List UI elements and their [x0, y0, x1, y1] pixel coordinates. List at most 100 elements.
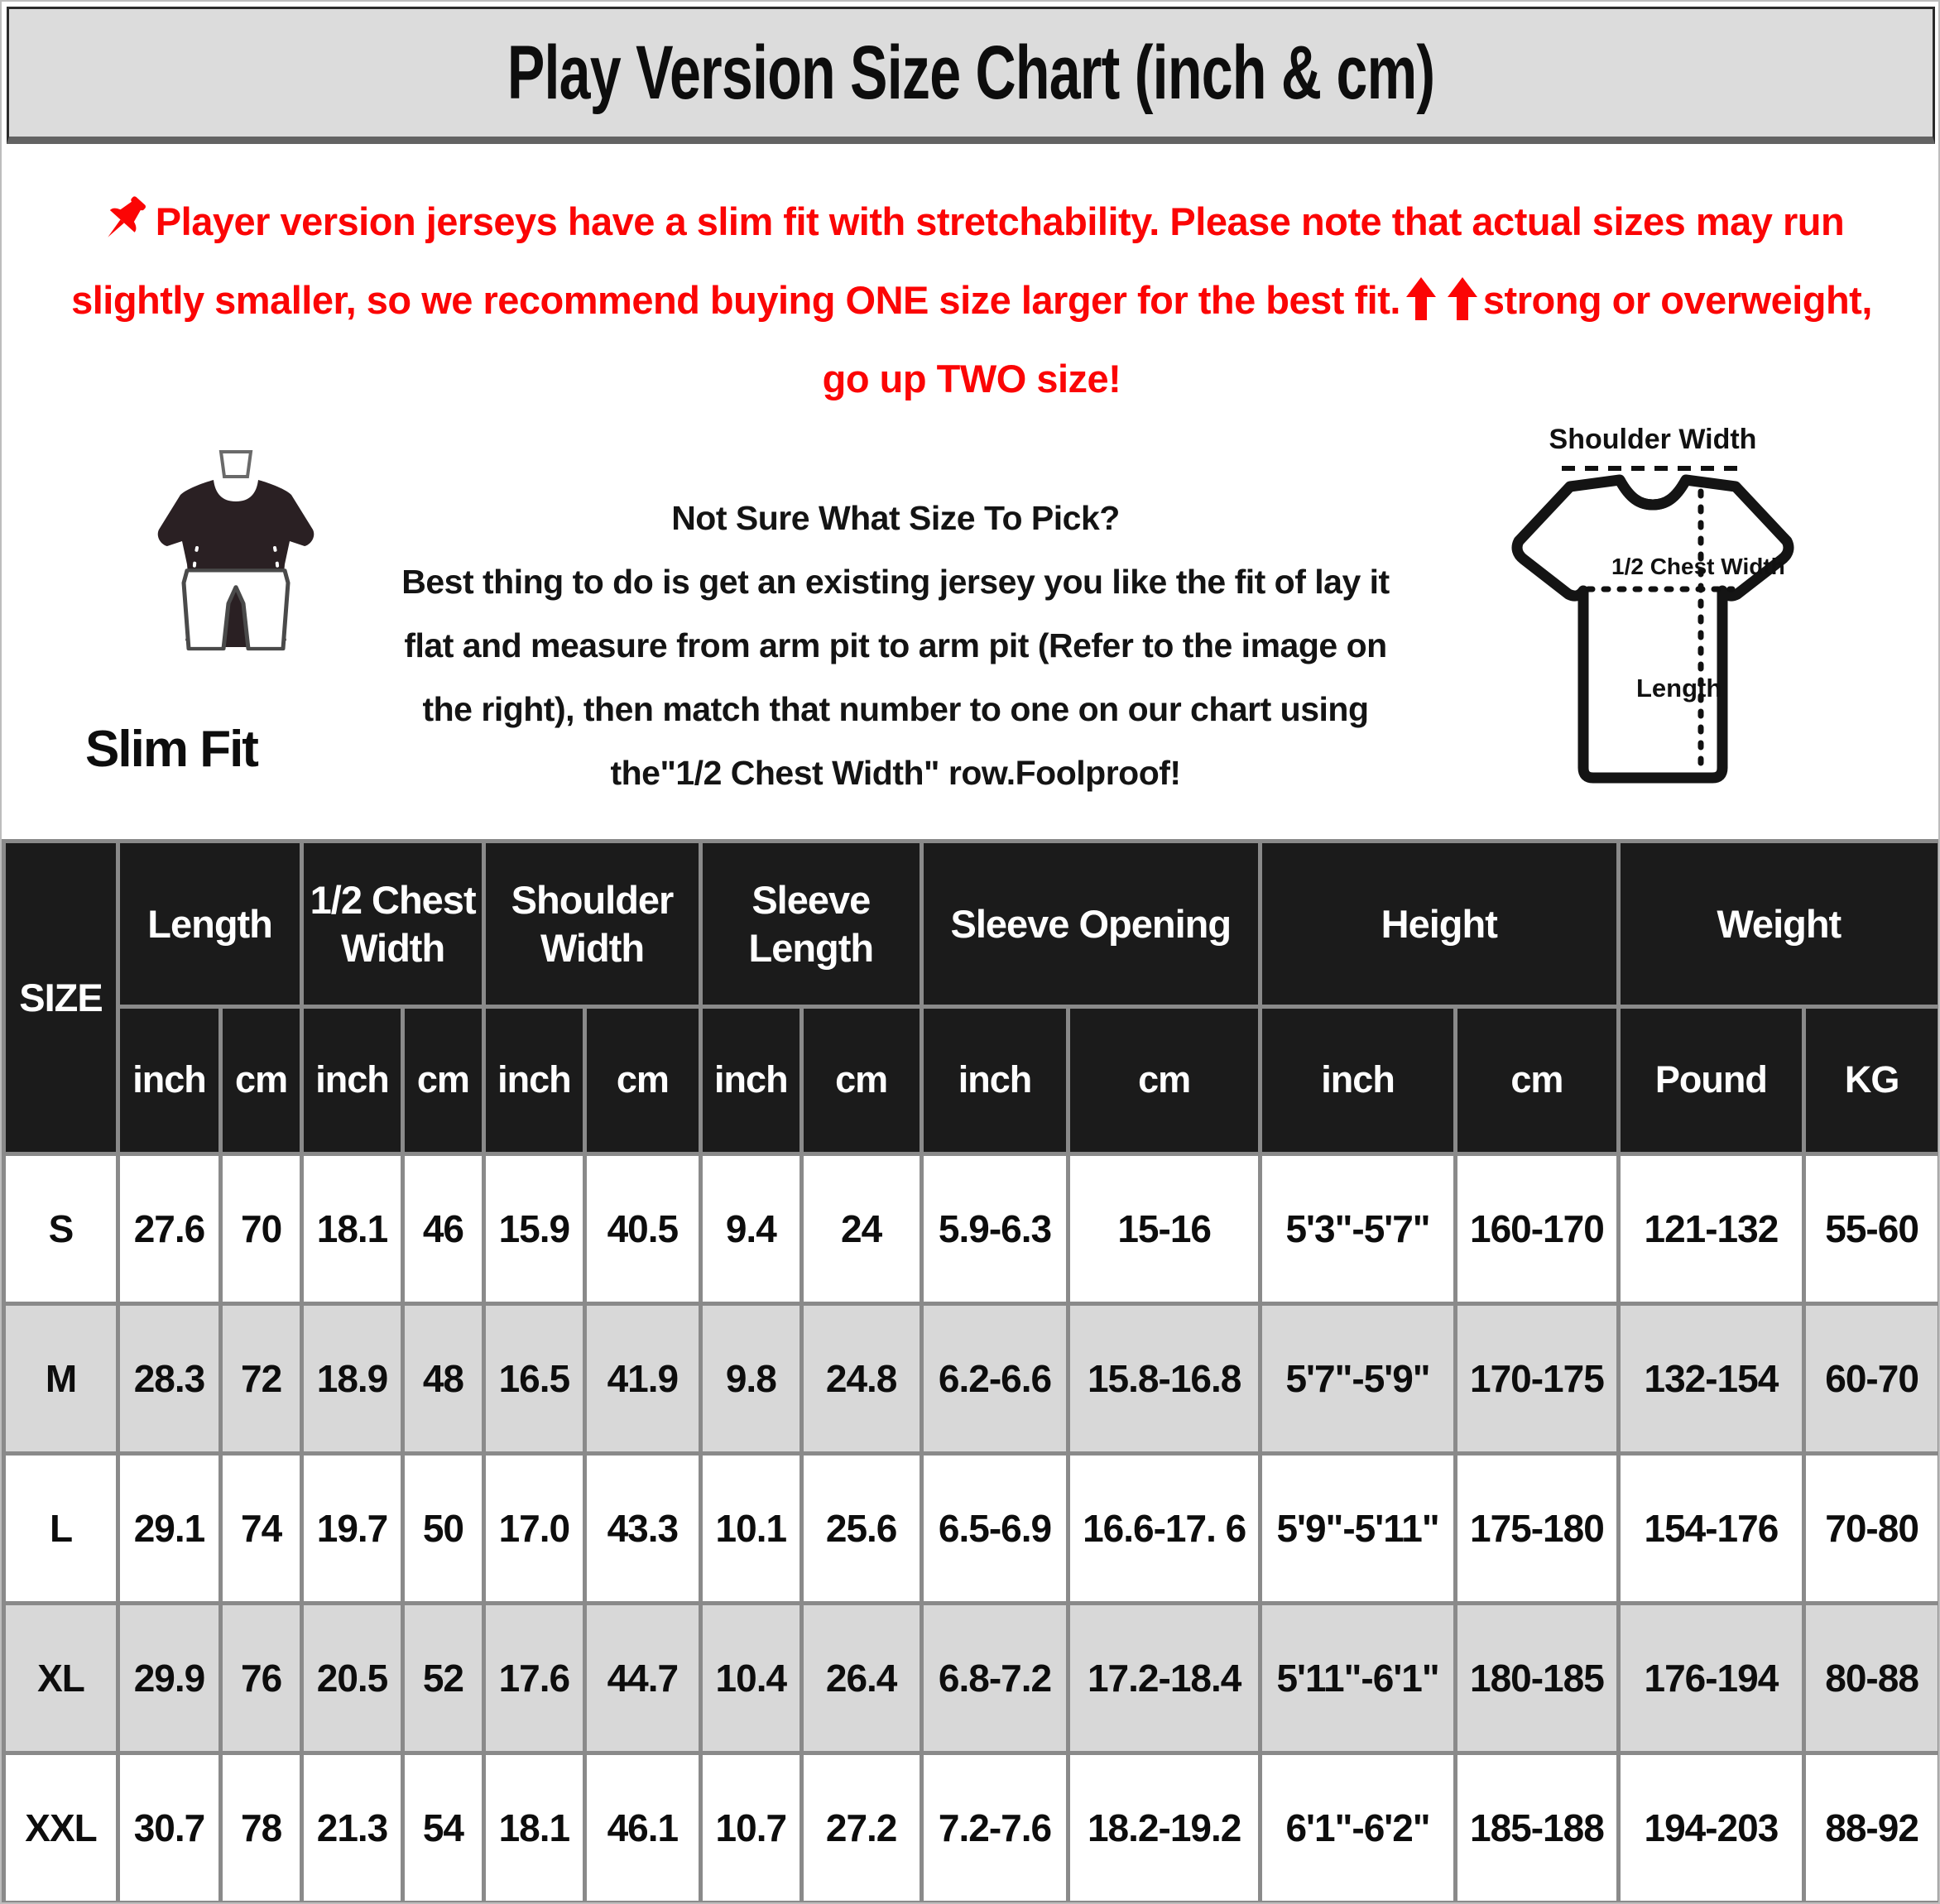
unit-header-inch: inch: [300, 1005, 405, 1156]
units-row: inch cm inch cm inch cm inch cm inch cm inch cm Poun…: [4, 1005, 1938, 1156]
size-value: 27.6: [116, 1152, 223, 1306]
size-value: 5'9"-5'11": [1257, 1451, 1458, 1605]
size-value: 176-194: [1616, 1601, 1807, 1755]
size-value: 46: [400, 1152, 487, 1306]
size-value: 50: [400, 1451, 487, 1605]
size-value: 16.6-17. 6: [1066, 1451, 1262, 1605]
size-row-m: M 28.3 72 18.9 48 16.5 41.9 9.8 24.8 6.2-6.6 15.8-…: [2, 1302, 1938, 1456]
slim-fit-label: Slim Fit: [85, 721, 259, 778]
size-value: 6.8-7.2: [919, 1601, 1071, 1755]
size-value: 52: [400, 1601, 487, 1755]
guide-line-5: the"1/2 Chest Width" row.Foolproof!: [610, 754, 1181, 792]
title-bar: Play Version Size Chart (inch & cm): [7, 7, 1935, 144]
guide-line-4: the right), then match that number to on…: [422, 690, 1369, 728]
shoulder-width-label: Shoulder Width: [1549, 424, 1757, 455]
size-value: 28.3: [116, 1302, 223, 1456]
size-value: 46.1: [582, 1751, 703, 1902]
size-value: 24.8: [799, 1302, 924, 1456]
size-label: S: [2, 1152, 120, 1306]
size-value: 9.8: [699, 1302, 804, 1456]
size-value: 76: [218, 1601, 305, 1755]
size-label: L: [2, 1451, 120, 1605]
size-value: 10.1: [699, 1451, 804, 1605]
size-value: 6'1"-6'2": [1257, 1751, 1458, 1902]
size-value: 21.3: [300, 1751, 405, 1902]
size-value: 9.4: [699, 1152, 804, 1306]
size-value: 30.7: [116, 1751, 223, 1902]
page-title: Play Version Size Chart (inch & cm): [507, 30, 1435, 115]
group-header-row: SIZE Length 1/2 Chest Width Shoulder Wid…: [2, 839, 1938, 1156]
notice-text-2b: strong or overweight,: [1482, 278, 1873, 322]
size-value: 72: [218, 1302, 305, 1456]
size-value: 185-188: [1453, 1751, 1621, 1902]
size-value: 24: [799, 1152, 924, 1306]
size-label: M: [2, 1302, 120, 1456]
unit-header-inch: inch: [699, 1005, 804, 1156]
size-value: 29.1: [116, 1451, 223, 1605]
size-value: 55-60: [1802, 1152, 1938, 1306]
size-value: 70-80: [1802, 1451, 1938, 1605]
size-value: 29.9: [116, 1601, 223, 1755]
size-value: 26.4: [799, 1601, 924, 1755]
size-value: 175-180: [1453, 1451, 1621, 1605]
notice-line-2: slightly smaller, so we recommend buying…: [13, 261, 1930, 339]
size-label: XXL: [2, 1751, 120, 1902]
size-value: 7.2-7.6: [919, 1751, 1071, 1902]
size-label: XL: [2, 1601, 120, 1755]
col-header-half-chest-width: 1/2 Chest Width: [300, 839, 487, 1009]
size-value: 15.9: [482, 1152, 587, 1306]
size-value: 5'11"-6'1": [1257, 1601, 1458, 1755]
unit-header-cm: cm: [400, 1005, 487, 1156]
size-value: 74: [218, 1451, 305, 1605]
size-value: 54: [400, 1751, 487, 1902]
size-table-body: S 27.6 70 18.1 46 15.9 40.5 9.4 24 5.9-6.3 15-16 5'…: [2, 1152, 1938, 1902]
size-value: 17.0: [482, 1451, 587, 1605]
size-value: 160-170: [1453, 1152, 1621, 1306]
size-value: 88-92: [1802, 1751, 1938, 1902]
size-row-l: L 29.1 74 19.7 50 17.0 43.3 10.1 25.6 6.5-6.9 16.6…: [2, 1451, 1938, 1605]
size-value: 154-176: [1616, 1451, 1807, 1605]
size-value: 20.5: [300, 1601, 405, 1755]
size-row-s: S 27.6 70 18.1 46 15.9 40.5 9.4 24 5.9-6.3 15-16 5'…: [2, 1152, 1938, 1306]
notice-text-1: Player version jerseys have a slim fit w…: [155, 199, 1845, 243]
size-value: 18.1: [482, 1751, 587, 1902]
size-value: 5'7"-5'9": [1257, 1302, 1458, 1456]
size-value: 194-203: [1616, 1751, 1807, 1902]
notice-line-1: Player version jerseys have a slim fit w…: [13, 182, 1930, 261]
unit-header-cm: cm: [1453, 1005, 1621, 1156]
unit-header-cm: cm: [582, 1005, 703, 1156]
size-value: 5.9-6.3: [919, 1152, 1071, 1306]
size-value: 43.3: [582, 1451, 703, 1605]
size-value: 70: [218, 1152, 305, 1306]
unit-header-cm: cm: [1066, 1005, 1262, 1156]
size-value: 170-175: [1453, 1302, 1621, 1456]
size-value: 80-88: [1802, 1601, 1938, 1755]
fit-notice: Player version jerseys have a slim fit w…: [13, 182, 1930, 418]
size-value: 10.7: [699, 1751, 804, 1902]
unit-header-cm: cm: [218, 1005, 305, 1156]
size-value: 18.1: [300, 1152, 405, 1306]
col-header-length: Length: [115, 839, 305, 1009]
unit-header-inch: inch: [919, 1005, 1071, 1156]
size-value: 16.5: [482, 1302, 587, 1456]
size-value: 78: [218, 1751, 305, 1902]
size-value: 10.4: [699, 1601, 804, 1755]
size-value: 19.7: [300, 1451, 405, 1605]
size-value: 44.7: [582, 1601, 703, 1755]
pushpin-icon: [108, 196, 146, 237]
size-value: 48: [400, 1302, 487, 1456]
unit-header-pound: Pound: [1616, 1005, 1807, 1156]
size-value: 41.9: [582, 1302, 703, 1456]
unit-header-cm: cm: [799, 1005, 924, 1156]
col-header-shoulder-width: Shoulder Width: [482, 839, 703, 1009]
size-value: 17.2-18.4: [1066, 1601, 1262, 1755]
size-row-xxl: XXL 30.7 78 21.3 54 18.1 46.1 10.7 27.2 7.2-7.6 18…: [2, 1751, 1938, 1902]
tshirt-measure-diagram: Shoulder Width 1/2 Chest Width Length: [1511, 424, 1794, 784]
size-value: 6.5-6.9: [919, 1451, 1071, 1605]
col-header-sleeve-length: Sleeve Length: [699, 839, 924, 1009]
size-value: 40.5: [582, 1152, 703, 1306]
notice-line-3: go up TWO size!: [822, 357, 1121, 400]
up-arrow-icon: [1447, 277, 1477, 320]
size-row-xl: XL 29.9 76 20.5 52 17.6 44.7 10.4 26.4 6.8-7.2 17.…: [2, 1601, 1938, 1755]
